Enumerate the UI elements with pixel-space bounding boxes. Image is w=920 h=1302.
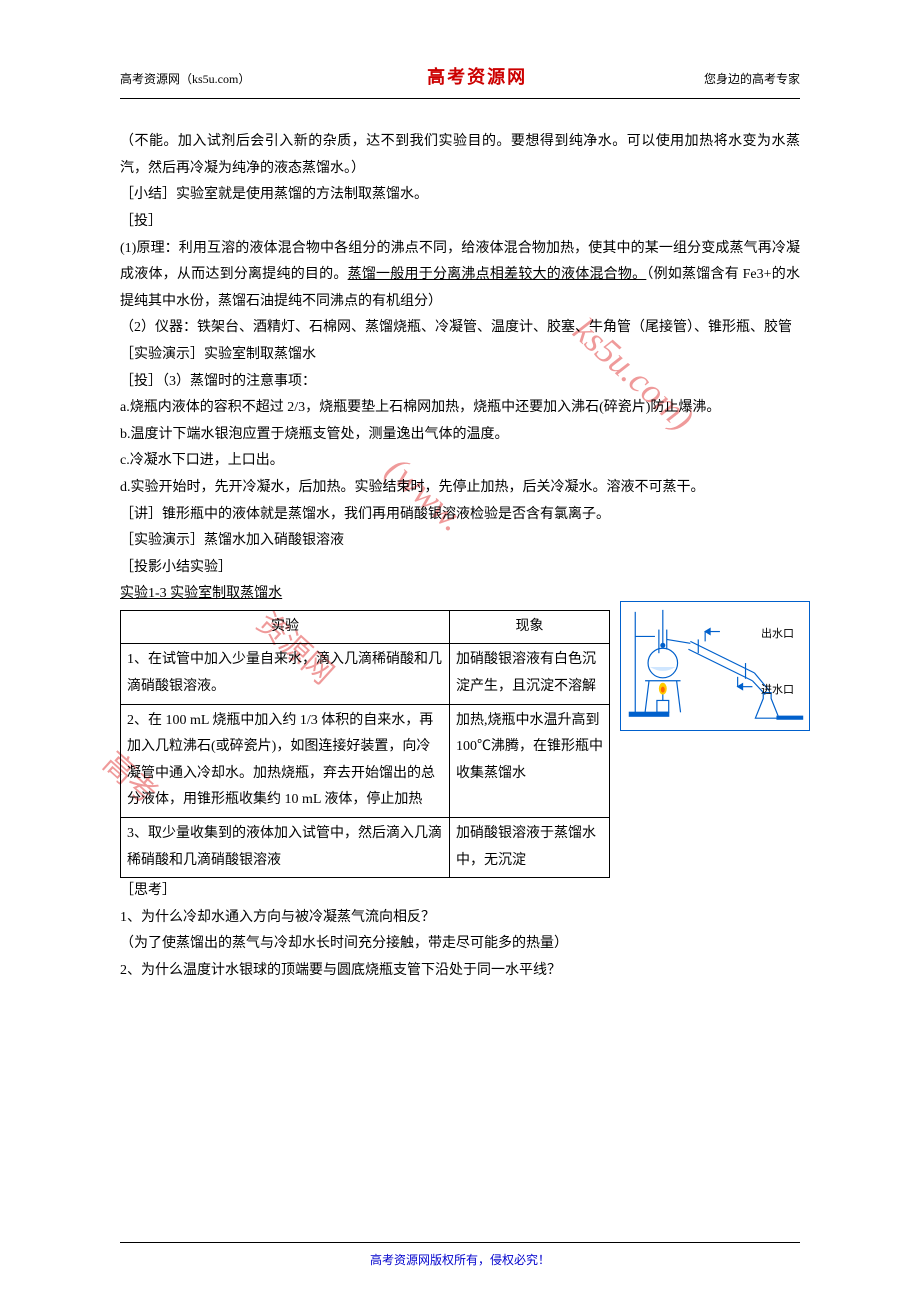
cell-phenom-1: 加硝酸银溶液有白色沉淀产生，且沉淀不溶解 — [450, 644, 610, 704]
cell-exp-2: 2、在 100 mL 烧瓶中加入约 1/3 体积的自来水，再加入几粒沸石(或碎瓷… — [121, 704, 450, 817]
cell-exp-3: 3、取少量收集到的液体加入试管中，然后滴入几滴稀硝酸和几滴硝酸银溶液 — [121, 818, 450, 878]
experiment-table: 实验 现象 1、在试管中加入少量自来水，滴入几滴稀硝酸和几滴硝酸银溶液。 加硝酸… — [120, 610, 610, 878]
para-demo2: ［实验演示］蒸馏水加入硝酸银溶液 — [120, 528, 800, 555]
page-header: 高考资源网（ks5u.com） 高考资源网 您身边的高考专家 — [120, 60, 800, 99]
table-container: 实验1-3 实验室制取蒸馏水 实验 现象 1、在试管中加入少量自来水，滴入几滴稀… — [120, 581, 610, 878]
header-center-logo: 高考资源网 — [427, 60, 527, 94]
th-phenomenon: 现象 — [450, 610, 610, 644]
table-row: 1、在试管中加入少量自来水，滴入几滴稀硝酸和几滴硝酸银溶液。 加硝酸银溶液有白色… — [121, 644, 610, 704]
para-q2: 2、为什么温度计水银球的顶端要与圆底烧瓶支管下沿处于同一水平线？ — [120, 958, 800, 985]
table-row: 2、在 100 mL 烧瓶中加入约 1/3 体积的自来水，再加入几粒沸石(或碎瓷… — [121, 704, 610, 817]
page-footer: 高考资源网版权所有，侵权必究！ — [120, 1242, 800, 1272]
table-title: 实验1-3 实验室制取蒸馏水 — [120, 581, 610, 608]
para-principle: (1)原理：利用互溶的液体混合物中各组分的沸点不同，给液体混合物加热，使其中的某… — [120, 236, 800, 316]
para-a1: （为了使蒸馏出的蒸气与冷却水长时间充分接触，带走尽可能多的热量） — [120, 931, 800, 958]
para-lecture: ［讲］锥形瓶中的液体就是蒸馏水，我们再用硝酸银溶液检验是否含有氯离子。 — [120, 502, 800, 529]
para-q1: 1、为什么冷却水通入方向与被冷凝蒸气流向相反？ — [120, 905, 800, 932]
para-note-c: c.冷凝水下口进，上口出。 — [120, 448, 800, 475]
para-tou: ［投］ — [120, 209, 800, 236]
label-water-out: 出水口 — [761, 624, 794, 645]
para-tou2: ［投］（3）蒸馏时的注意事项： — [120, 369, 800, 396]
table-row: 3、取少量收集到的液体加入试管中，然后滴入几滴稀硝酸和几滴硝酸银溶液 加硝酸银溶… — [121, 818, 610, 878]
header-left: 高考资源网（ks5u.com） — [120, 68, 250, 91]
apparatus-svg — [621, 602, 809, 730]
para-note-b: b.温度计下端水银泡应置于烧瓶支管处，测量逸出气体的温度。 — [120, 422, 800, 449]
para-note-d: d.实验开始时，先开冷凝水，后加热。实验结束时，先停止加热，后关冷凝水。溶液不可… — [120, 475, 800, 502]
document-body: （不能。加入试剂后会引入新的杂质，达不到我们实验目的。要想得到纯净水。可以使用加… — [120, 129, 800, 984]
para-think: ［思考］ — [120, 878, 800, 905]
para-summary: ［小结］实验室就是使用蒸馏的方法制取蒸馏水。 — [120, 182, 800, 209]
distillation-diagram: 出水口 进水口 — [620, 601, 810, 731]
principle-underline: 蒸馏一般用于分离沸点相差较大的液体混合物。 — [348, 267, 647, 282]
cell-exp-1: 1、在试管中加入少量自来水，滴入几滴稀硝酸和几滴硝酸银溶液。 — [121, 644, 450, 704]
para-note-a: a.烧瓶内液体的容积不超过 2/3，烧瓶要垫上石棉网加热，烧瓶中还要加入沸石(碎… — [120, 395, 800, 422]
label-water-in: 进水口 — [761, 680, 794, 701]
table-diagram-row: 实验1-3 实验室制取蒸馏水 实验 现象 1、在试管中加入少量自来水，滴入几滴稀… — [120, 581, 800, 878]
para-proj-summary: ［投影小结实验］ — [120, 555, 800, 582]
th-experiment: 实验 — [121, 610, 450, 644]
header-right: 您身边的高考专家 — [704, 68, 800, 91]
para-apparatus: （2）仪器：铁架台、酒精灯、石棉网、蒸馏烧瓶、冷凝管、温度计、胶塞、牛角管（尾接… — [120, 315, 800, 342]
cell-phenom-3: 加硝酸银溶液于蒸馏水中，无沉淀 — [450, 818, 610, 878]
para-demo1: ［实验演示］实验室制取蒸馏水 — [120, 342, 800, 369]
table-header-row: 实验 现象 — [121, 610, 610, 644]
cell-phenom-2: 加热,烧瓶中水温升高到100℃沸腾，在锥形瓶中收集蒸馏水 — [450, 704, 610, 817]
para-answer: （不能。加入试剂后会引入新的杂质，达不到我们实验目的。要想得到纯净水。可以使用加… — [120, 129, 800, 182]
